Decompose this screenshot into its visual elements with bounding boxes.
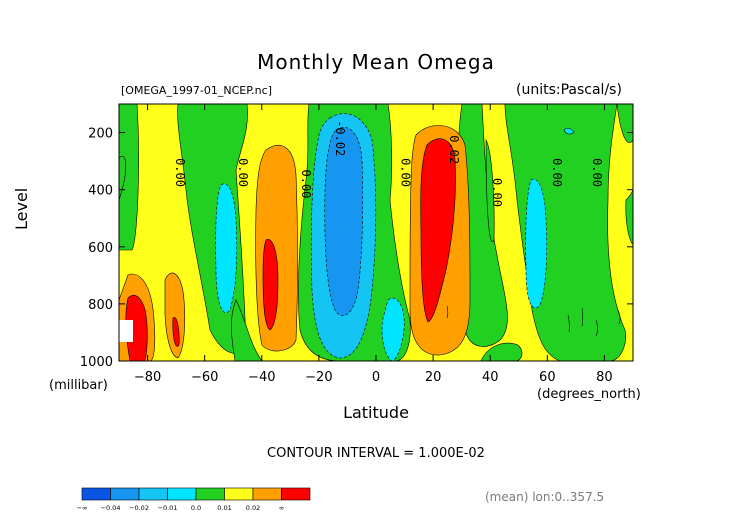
region-strong-positive [420, 138, 456, 323]
colorbar-label: −0.01 [158, 504, 178, 512]
colorbar-swatch [110, 487, 140, 501]
contour-fill-layer [119, 104, 633, 361]
x-tick-label: −20 [305, 370, 332, 385]
x-tick-label: 20 [425, 370, 442, 385]
region-weak-negative [525, 178, 548, 309]
x-tick-label: 40 [482, 370, 499, 385]
y-tick-label: 200 [88, 127, 113, 142]
x-tick-label: −40 [248, 370, 275, 385]
contour-label: 0.00 [550, 158, 564, 187]
region-weak-negative [563, 127, 575, 135]
x-tick-label: −60 [191, 370, 218, 385]
contour-detail [446, 305, 621, 337]
contour-label: -0.02 [333, 120, 347, 156]
region-near-zero [625, 189, 633, 246]
missing-data-box [119, 320, 133, 342]
colorbar-label: 0.0 [191, 504, 201, 512]
units-label: (units:Pascal/s) [516, 82, 622, 98]
colorbar-swatch [252, 487, 282, 501]
x-tick-label: −80 [134, 370, 161, 385]
colorbar-label: 0.02 [246, 504, 260, 512]
region-near-zero [119, 104, 139, 251]
footer-mean-text: (mean) lon:0..357.5 [485, 490, 605, 504]
colorbar-swatch [195, 487, 225, 501]
x-axis-title: Latitude [343, 403, 409, 422]
x-axis-units: (degrees_north) [537, 387, 641, 402]
colorbar-label: −0.02 [129, 504, 149, 512]
file-label: [OMEGA_1997-01_NCEP.nc] [121, 84, 272, 97]
colorbar: −∞ −0.04 −0.02 −0.01 0.0 0.01 0.02 ∞ [77, 487, 311, 512]
x-tick-label: 60 [539, 370, 556, 385]
contour-label-layer: 0.00 0.00 0.00 -0.02 0.00 0.02 0.00 0.00 0.00 [173, 120, 604, 207]
colorbar-swatch [138, 487, 168, 501]
x-tick-label: 0 [372, 370, 380, 385]
y-tick-label: 600 [88, 241, 113, 256]
region-weak-negative [215, 183, 238, 313]
contour-interval-text: CONTOUR INTERVAL = 1.000E-02 [267, 446, 485, 461]
x-tick-label: 80 [596, 370, 613, 385]
contour-label: 0.00 [236, 158, 250, 187]
colorbar-label: −∞ [77, 504, 88, 512]
region-strong-positive [262, 239, 279, 331]
colorbar-swatch [281, 487, 311, 501]
region-positive [255, 145, 298, 352]
contour-label: 0.02 [447, 135, 461, 164]
y-tick-label: 400 [88, 184, 113, 199]
chart-title: Monthly Mean Omega [257, 50, 495, 74]
contour-label: 0.00 [590, 158, 604, 187]
y-tick-label: 800 [88, 298, 113, 313]
y-axis-units: (millibar) [49, 378, 108, 393]
contour-label: 0.00 [299, 170, 313, 199]
region-strong-positive [172, 317, 180, 347]
region-near-zero [485, 138, 495, 242]
region-near-zero [231, 299, 263, 361]
region-weak-negative [381, 297, 405, 361]
colorbar-swatch [167, 487, 197, 501]
region-strong-negative [324, 127, 364, 316]
colorbar-swatch [81, 487, 111, 501]
colorbar-label: −0.04 [101, 504, 121, 512]
axes-layer: −80 −60 −40 −20 0 20 40 60 80 200 400 600 800 1000 [80, 103, 634, 385]
region-near-zero [480, 342, 523, 361]
contour-label: 0.00 [490, 178, 504, 207]
contour-label: 0.00 [399, 158, 413, 187]
colorbar-label: 0.01 [217, 504, 231, 512]
y-tick-label: 1000 [80, 355, 113, 370]
contour-label: 0.00 [173, 158, 187, 187]
region-positive [164, 272, 186, 359]
colorbar-label: ∞ [279, 504, 284, 512]
colorbar-swatch [224, 487, 254, 501]
